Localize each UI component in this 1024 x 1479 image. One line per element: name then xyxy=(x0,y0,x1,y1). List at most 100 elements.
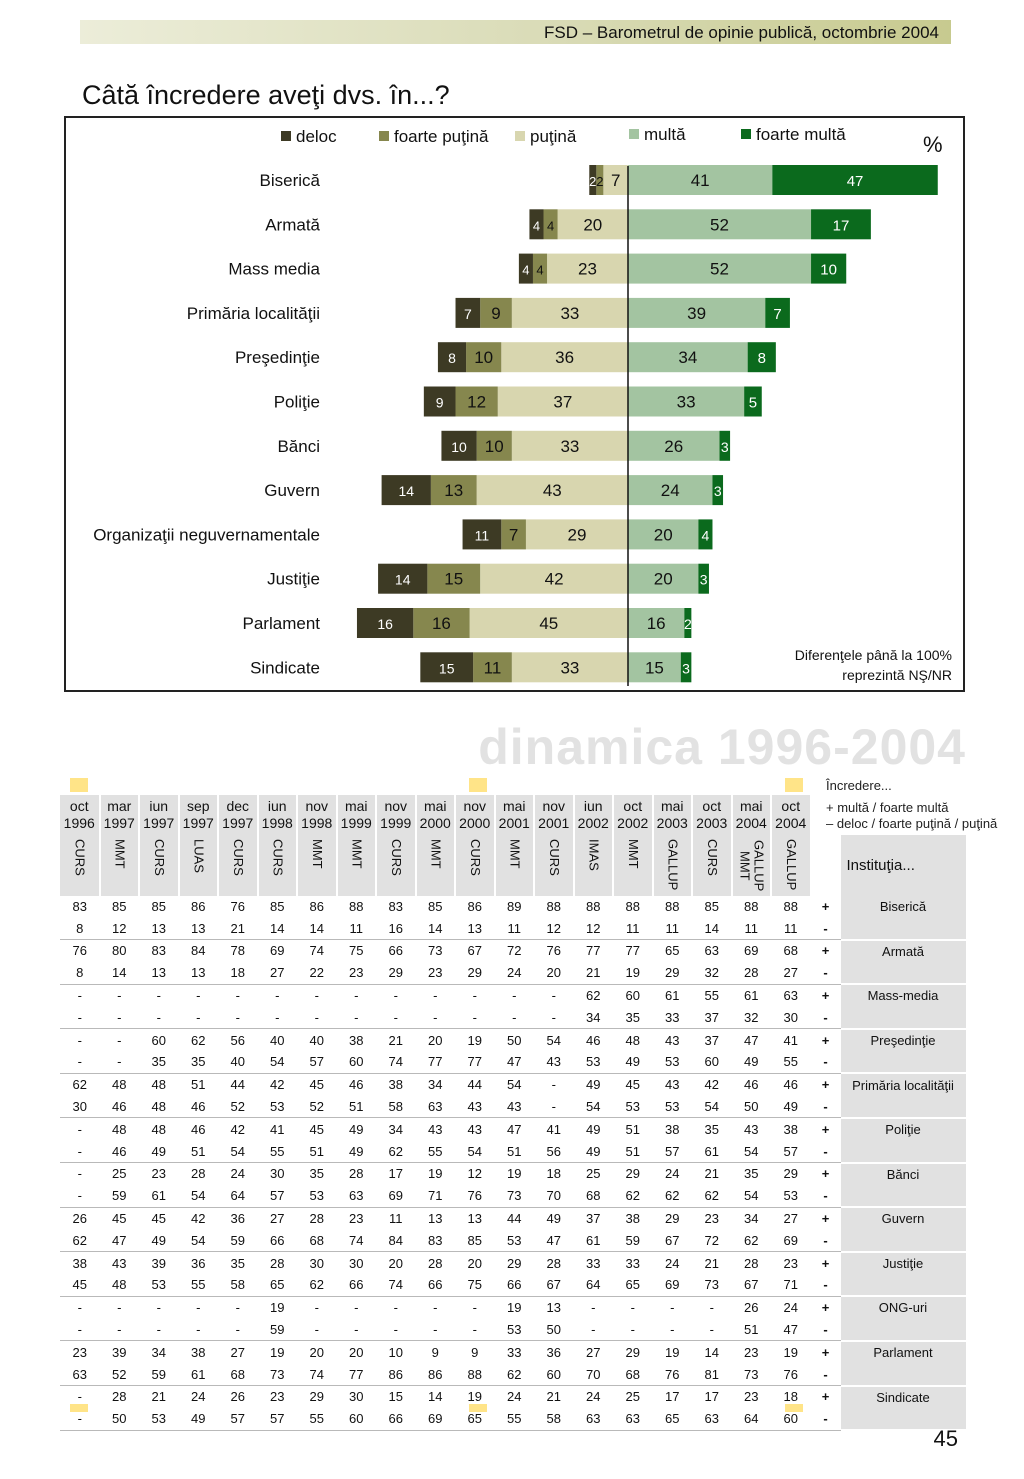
category-label: Organizaţii neguvernamentale xyxy=(93,525,320,544)
column-year: 2001 xyxy=(498,815,530,831)
table-cell: 40 xyxy=(218,1051,258,1074)
data-label: 3 xyxy=(682,660,690,676)
table-cell: 24 xyxy=(665,1166,680,1182)
table-cell: 38 xyxy=(191,1344,206,1360)
column-month: iun xyxy=(149,798,169,814)
table-cell: 32 xyxy=(731,1006,771,1030)
institution-cell xyxy=(840,1006,966,1030)
data-label: 9 xyxy=(491,304,500,323)
table-cell: 56 xyxy=(534,1140,574,1164)
table-cell: 53 xyxy=(652,1095,692,1119)
data-label: 16 xyxy=(432,614,451,633)
column-source: CURS xyxy=(230,839,246,876)
bar-segment xyxy=(423,386,456,417)
bar-segment xyxy=(480,297,512,328)
table-cell: 62 xyxy=(613,1184,653,1208)
data-label: 42 xyxy=(545,570,564,589)
data-label: 10 xyxy=(820,262,837,279)
data-label: 33 xyxy=(560,658,579,677)
sign-cell: - xyxy=(810,1095,841,1119)
bar-segment xyxy=(603,165,628,195)
column-month: mar xyxy=(107,798,132,814)
table-cell: 60 xyxy=(336,1407,376,1431)
table-cell: 55 xyxy=(297,1407,337,1431)
table-cell: 23 xyxy=(744,1344,759,1360)
table-row: 63 52 59 61 68 73 74 77 86 86 88 62 60 70 68 76 81 73 76- xyxy=(60,1363,966,1387)
table-cell: 46 xyxy=(349,1077,364,1093)
table-cell: 88 xyxy=(665,899,680,915)
institution-cell xyxy=(840,917,966,941)
table-cell: 88 xyxy=(744,899,759,915)
table-cell: - xyxy=(354,1300,359,1316)
table-cell: 37 xyxy=(704,1032,719,1048)
data-label: 5 xyxy=(749,395,757,412)
data-label: 2 xyxy=(684,616,692,632)
table-cell: 57 xyxy=(257,1184,297,1208)
table-row: 45 48 53 55 58 65 62 66 74 66 75 66 67 64 65 69 73 67 71- xyxy=(60,1274,966,1298)
institution-header: Instituţia... xyxy=(840,835,966,896)
table-cell: 60 xyxy=(625,988,640,1004)
table-cell: - xyxy=(77,1166,82,1182)
data-label: 11 xyxy=(484,658,502,677)
table-cell: 19 xyxy=(783,1344,798,1360)
table-cell: - xyxy=(415,1006,455,1030)
table-cell: 58 xyxy=(534,1407,574,1431)
table-row: 62 48 48 51 44 42 45 46 38 34 44 54 - 49 45 43 42 46 46 + Pr… xyxy=(60,1073,966,1096)
table-cell: 27 xyxy=(257,961,297,985)
table-cell: 60 xyxy=(692,1051,732,1074)
table-cell: - xyxy=(670,1300,675,1316)
table-cell: 68 xyxy=(613,1363,653,1387)
bar-segment xyxy=(747,342,776,373)
column-source-header: MMT xyxy=(99,835,140,896)
table-cell: - xyxy=(393,988,398,1004)
table-cell: 66 xyxy=(494,1274,534,1297)
table-cell: 39 xyxy=(112,1344,127,1360)
table-cell: 51 xyxy=(613,1140,653,1164)
data-label: 15 xyxy=(439,660,455,676)
column-source: MMT xyxy=(428,839,444,869)
bar-segment xyxy=(466,342,502,373)
table-cell: 48 xyxy=(99,1274,139,1297)
table-cell: - xyxy=(77,1121,82,1137)
legend-swatch xyxy=(379,131,389,141)
table-cell: 12 xyxy=(99,917,139,941)
bar-segment xyxy=(719,430,731,461)
institution-cell: Guvern xyxy=(840,1207,966,1230)
column-source: IMAS xyxy=(586,839,602,871)
table-cell: - xyxy=(77,1032,82,1048)
table-cell: 35 xyxy=(613,1006,653,1030)
column-date-header: oct 2002 xyxy=(613,795,654,835)
table-cell: 11 xyxy=(613,917,653,941)
table-cell: 18 xyxy=(783,1389,798,1405)
table-cell: 69 xyxy=(376,1184,416,1208)
institution-cell xyxy=(840,1407,966,1432)
bar-segment xyxy=(469,608,628,638)
table-cell: 19 xyxy=(467,1389,482,1405)
table-cell: 47 xyxy=(534,1229,574,1253)
table-row: - 25 23 28 24 30 35 28 17 19 12 19 18 25 29 24 21 35 29 + Bă… xyxy=(60,1162,966,1185)
table-cell: - xyxy=(376,1006,416,1030)
data-label: 16 xyxy=(647,614,666,633)
column-source-header: CURS xyxy=(257,835,298,896)
sign-cell: + xyxy=(821,1121,830,1137)
table-cell: 29 xyxy=(783,1166,798,1182)
table-cell: 57 xyxy=(218,1407,258,1431)
column-month: mai xyxy=(739,798,763,814)
table-cell: 34 xyxy=(744,1211,759,1227)
highlight-marker xyxy=(469,778,487,792)
table-row: 30 46 48 46 52 53 52 51 58 63 43 43-54 53 53 54 50 49- xyxy=(60,1095,966,1119)
table-cell: 55 xyxy=(415,1140,455,1164)
dinamica-legend-minus: – deloc / foarte puţină / puţină xyxy=(826,816,998,831)
table-cell: 13 xyxy=(467,1211,482,1227)
table-cell: 21 xyxy=(704,1166,719,1182)
table-cell: 76 xyxy=(771,1363,811,1387)
column-year: 2000 xyxy=(419,815,451,831)
dinamica-legend-title: Încredere... xyxy=(826,778,892,793)
bar-segment xyxy=(712,475,724,506)
table-cell: 13 xyxy=(546,1300,561,1316)
column-year: 1997 xyxy=(143,815,175,831)
table-cell: 84 xyxy=(191,943,206,959)
legend-swatch xyxy=(281,131,291,141)
legend-swatch xyxy=(515,131,525,141)
table-cell: 89 xyxy=(507,899,522,915)
